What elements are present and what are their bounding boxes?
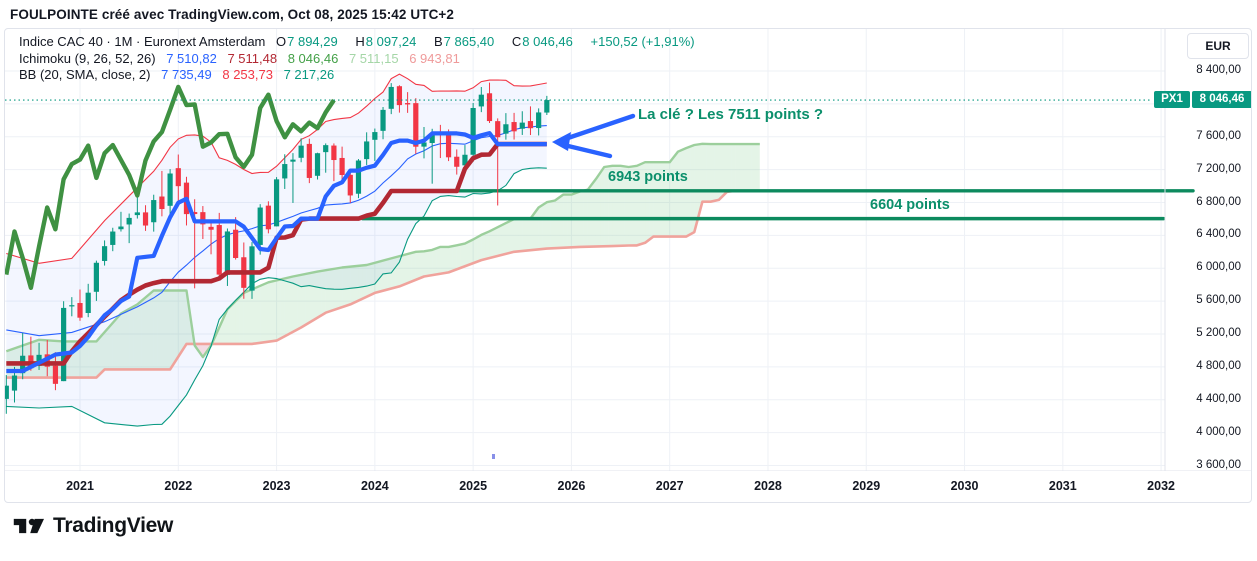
time-axis[interactable]: 2021 2022 2023 2024 2025 2026 2027 2028 2029 2030…	[5, 472, 1251, 502]
legend-row-bb[interactable]: BB (20, SMA, close, 2) 7 735,49 8 253,73…	[19, 67, 341, 82]
legend-row-symbol[interactable]: Indice CAC 40 · 1M · Euronext Amsterdam …	[19, 34, 702, 49]
year-tick-label: 2028	[754, 479, 782, 493]
price-tick-label: 5 200,00	[1196, 327, 1241, 340]
drawing-anchor-dot	[492, 454, 495, 459]
ichimoku-base-value: 7 511,48	[227, 50, 278, 66]
price-axis[interactable]: 8 400,00 7 600,00 7 200,00 6 800,00 6 400,00…	[1169, 29, 1251, 471]
last-price-badge: PX1 8 046,46	[1154, 91, 1251, 108]
page-title: FOULPOINTE créé avec TradingView.com, Oc…	[10, 7, 455, 22]
bb-basis-value: 7 735,49	[161, 67, 212, 82]
year-tick-label: 2023	[262, 479, 291, 493]
year-tick-label: 2022	[164, 479, 193, 493]
price-tick-label: 7 600,00	[1196, 129, 1241, 142]
bb-title[interactable]: BB (20, SMA, close, 2)	[19, 67, 151, 82]
price-tick-label: 7 200,00	[1196, 162, 1241, 175]
price-tick-label: 4 400,00	[1196, 392, 1241, 405]
ohlc-open: O7 894,29	[276, 34, 338, 49]
ichimoku-lead2-value: 6 943,81	[409, 50, 460, 66]
price-tick-label: 5 600,00	[1196, 294, 1241, 307]
ohlc-high: H8 097,24	[355, 34, 417, 49]
ichimoku-conversion-value: 7 510,82	[166, 50, 217, 66]
footer: TradingView	[12, 513, 173, 539]
bb-upper-value: 8 253,73	[222, 67, 273, 82]
price-tick-label: 4 000,00	[1196, 425, 1241, 438]
price-tick-label: 6 400,00	[1196, 228, 1241, 241]
change-value: +150,52 (+1,91%)	[590, 34, 695, 49]
ohlc-low: B7 865,40	[433, 34, 495, 49]
price-tick-label: 6 000,00	[1196, 261, 1241, 274]
legend-row-ichimoku[interactable]: Ichimoku (9, 26, 52, 26) 7 510,82 7 511,…	[19, 51, 467, 66]
ticker-badge: PX1	[1154, 91, 1190, 108]
tradingview-logo-icon[interactable]	[12, 513, 44, 539]
last-price-value: 8 046,46	[1192, 91, 1251, 108]
symbol-title[interactable]: Indice CAC 40 · 1M · Euronext Amsterdam	[19, 34, 266, 49]
bb-lower-value: 7 217,26	[283, 67, 335, 82]
price-tick-label: 8 400,00	[1196, 64, 1241, 76]
ohlc-close: C8 046,46	[511, 34, 573, 49]
year-tick-label: 2024	[360, 479, 389, 493]
year-tick-label: 2031	[1048, 479, 1077, 493]
ichimoku-lead1-value: 7 511,15	[348, 50, 399, 66]
year-tick-label: 2026	[557, 479, 586, 493]
year-tick-label: 2025	[459, 479, 488, 493]
year-tick-label: 2027	[655, 479, 684, 493]
year-tick-label: 2032	[1147, 479, 1175, 493]
chart-canvas[interactable]	[5, 29, 1252, 471]
price-tick-label: 6 800,00	[1196, 195, 1241, 208]
annotation-6943-label[interactable]: 6943 points	[608, 169, 688, 185]
price-tick-label: 4 800,00	[1196, 359, 1241, 372]
tradingview-wordmark[interactable]: TradingView	[53, 514, 174, 537]
year-tick-label: 2030	[950, 479, 979, 493]
chart-frame: Indice CAC 40 · 1M · Euronext Amsterdam …	[4, 28, 1252, 503]
year-tick-label: 2021	[66, 479, 94, 493]
annotation-key-question[interactable]: La clé ? Les 7511 points ?	[638, 106, 824, 123]
ichimoku-lagging-value: 8 046,46	[287, 50, 339, 66]
currency-button[interactable]: EUR	[1187, 33, 1249, 59]
price-tick-label: 3 600,00	[1196, 458, 1241, 471]
year-tick-label: 2029	[852, 479, 881, 493]
annotation-6604-label[interactable]: 6604 points	[870, 197, 950, 213]
ichimoku-title[interactable]: Ichimoku (9, 26, 52, 26)	[19, 50, 156, 66]
